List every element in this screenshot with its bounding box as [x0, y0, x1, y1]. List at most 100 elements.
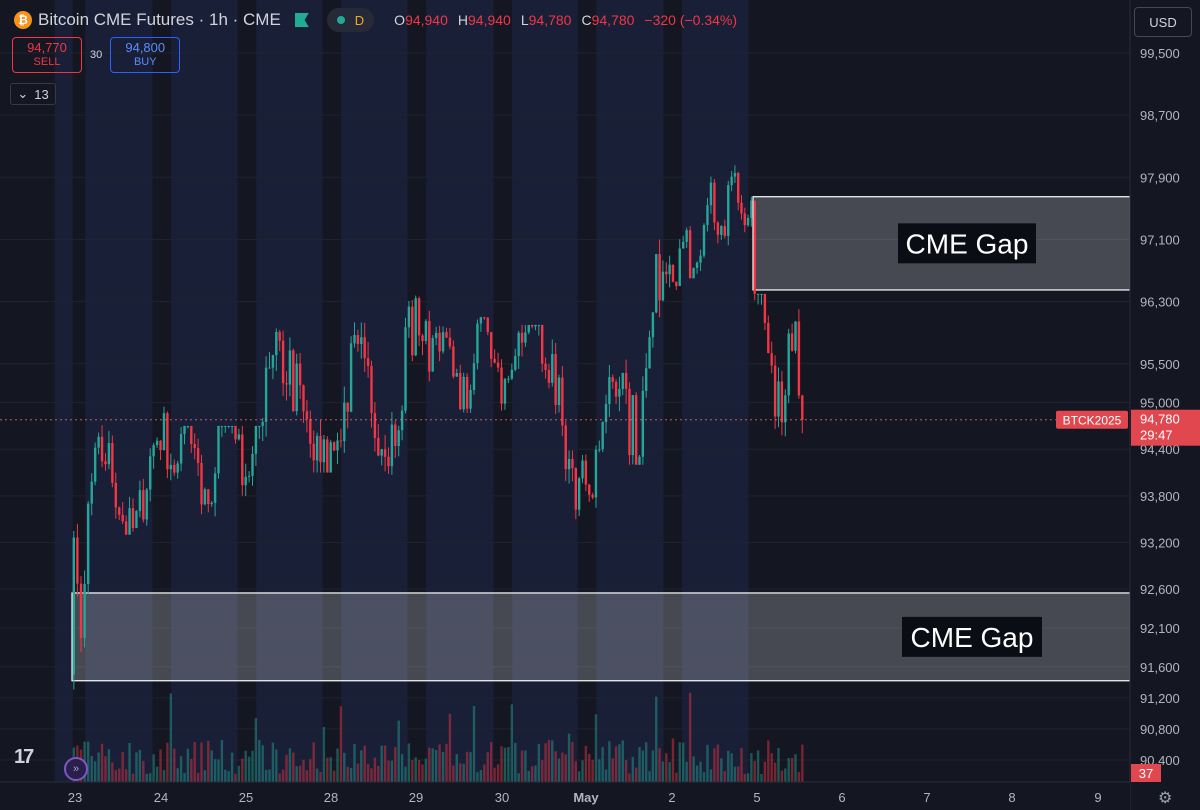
- volume-bar: [424, 758, 428, 782]
- candle: [131, 498, 135, 532]
- candle-body: [83, 584, 86, 639]
- candle: [213, 467, 217, 517]
- volume-bar: [353, 743, 356, 782]
- flag-icon[interactable]: [294, 13, 309, 27]
- candle-body: [608, 377, 611, 405]
- volume-bar: [380, 745, 383, 782]
- candle: [507, 375, 510, 384]
- time-tick-label: 28: [324, 790, 338, 805]
- volume-bar: [608, 741, 611, 782]
- candle-body: [618, 388, 621, 397]
- volume-bar: [651, 750, 655, 782]
- candle-body: [644, 368, 648, 391]
- symbol-title[interactable]: Bitcoin CME Futures · 1h · CME: [38, 10, 281, 29]
- candle: [503, 377, 507, 410]
- candle-body: [588, 484, 591, 495]
- candle: [360, 322, 363, 359]
- volume-bar: [285, 754, 288, 782]
- candle: [604, 394, 608, 434]
- volume-bar: [668, 762, 671, 782]
- candle: [271, 354, 275, 380]
- volume-bar: [716, 744, 720, 782]
- indicators-count: 13: [34, 86, 49, 102]
- candle: [784, 389, 787, 437]
- price-grid: [0, 52, 1130, 761]
- indicators-toggle[interactable]: ⌄ 13: [10, 83, 56, 105]
- candle: [173, 459, 176, 476]
- volume-bar: [193, 741, 196, 782]
- volume-bar: [547, 739, 551, 782]
- candle: [145, 488, 148, 526]
- volume-bar: [445, 743, 448, 782]
- volume-bar: [706, 744, 709, 782]
- candle-body: [87, 503, 90, 585]
- candle: [200, 454, 203, 515]
- candle-body: [213, 473, 217, 503]
- candle-body: [322, 439, 326, 463]
- candle-body: [128, 508, 131, 535]
- candle-body: [210, 502, 213, 505]
- candle-body: [268, 367, 271, 369]
- volume-bar: [326, 757, 329, 782]
- candle: [83, 570, 86, 648]
- candle: [641, 376, 645, 465]
- candle-body: [183, 425, 186, 435]
- volume-bar: [760, 773, 763, 782]
- candle: [699, 249, 702, 272]
- volume-bar: [737, 766, 740, 782]
- volume-bar: [224, 769, 227, 782]
- volume-bar: [346, 766, 349, 782]
- price-tick-label: 94,400: [1140, 442, 1180, 457]
- gear-icon[interactable]: ⚙: [1158, 790, 1173, 807]
- volume-bar: [247, 756, 251, 782]
- volume-bar: [210, 750, 213, 782]
- candle: [394, 420, 397, 458]
- candle: [514, 348, 517, 372]
- candle: [469, 384, 472, 413]
- candle: [547, 363, 551, 389]
- sell-label: SELL: [33, 56, 61, 68]
- bitcoin-logo-icon: ₿: [14, 11, 32, 29]
- currency-label: USD: [1149, 14, 1177, 30]
- volume-label-bg: [1131, 764, 1161, 782]
- sell-button[interactable]: 94,770 SELL: [12, 37, 82, 73]
- candle: [217, 425, 220, 479]
- candle: [476, 319, 479, 370]
- candle: [678, 239, 681, 287]
- candle-body: [349, 343, 353, 412]
- candle-body: [727, 185, 730, 236]
- volume-bar: [730, 753, 733, 782]
- candle-body: [706, 205, 709, 225]
- volume-bar: [567, 733, 571, 782]
- candle: [366, 341, 370, 378]
- volume-bar: [431, 748, 434, 782]
- candle: [258, 425, 261, 440]
- candle-body: [302, 385, 305, 412]
- volume-bar: [614, 746, 618, 782]
- candle-body: [614, 381, 618, 397]
- gap-label-bg: [898, 223, 1036, 264]
- candle-body: [530, 324, 534, 327]
- candle-body: [421, 335, 424, 341]
- replay-icon[interactable]: »: [64, 757, 88, 781]
- candle-body: [459, 373, 462, 410]
- volume-bar: [397, 720, 400, 782]
- candle-body: [298, 363, 302, 386]
- candle: [665, 262, 668, 284]
- candle: [455, 368, 458, 377]
- candle: [588, 483, 591, 502]
- candle-body: [373, 413, 377, 438]
- candle: [773, 355, 777, 429]
- candle: [438, 325, 441, 362]
- buy-button[interactable]: 94,800 BUY: [110, 37, 181, 73]
- candle: [801, 394, 804, 434]
- candle: [292, 348, 295, 412]
- candle: [224, 425, 227, 433]
- currency-selector[interactable]: USD: [1134, 7, 1192, 37]
- candle-body: [152, 445, 155, 457]
- candle: [648, 330, 651, 369]
- candle: [227, 425, 230, 429]
- market-status-pill[interactable]: D: [326, 8, 375, 32]
- volume-bar: [152, 754, 155, 782]
